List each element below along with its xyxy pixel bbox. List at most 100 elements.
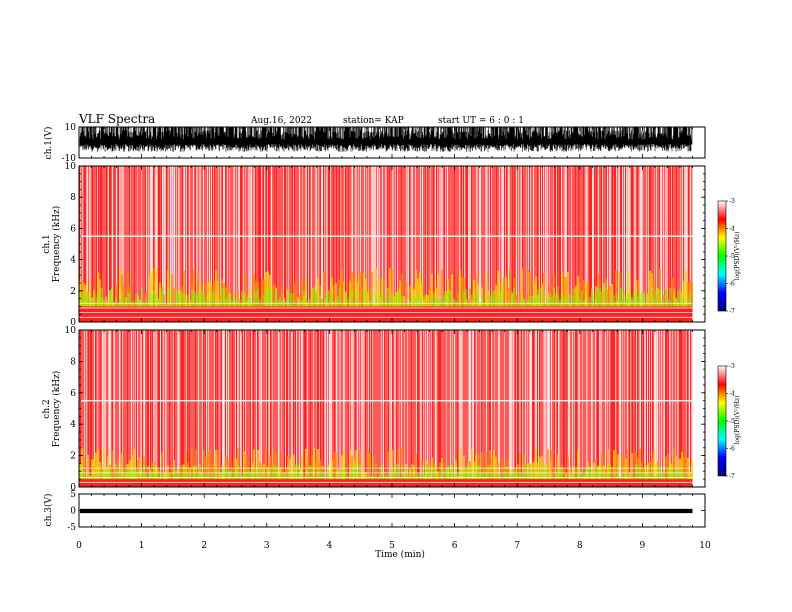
ch1-spectrogram-streak (676, 166, 677, 322)
ch1-spectrogram-streak (666, 166, 667, 322)
ch2-spectrogram-band-yellow (689, 471, 691, 480)
ch2-spectrogram-band-green (445, 467, 447, 480)
ch2-spectrogram-band-yellow (673, 448, 675, 480)
ch1-spectrogram-band-green (561, 295, 563, 307)
ch2-spectrogram-band-green (193, 465, 195, 480)
ch2-spectrogram-streak (217, 330, 218, 487)
ch1-spectrogram-streak (630, 166, 631, 322)
ch2-spectrogram-streak (656, 330, 657, 487)
ch2-spectrogram-band-green (639, 467, 641, 480)
ch1-spectrogram-band-green (257, 288, 259, 307)
ch2-spectrogram-band-green (663, 470, 665, 480)
ch1-spectrogram-band-green (287, 288, 289, 307)
ch1-spectrogram-streak (378, 166, 379, 322)
ch1-spectrogram-streak (656, 166, 657, 322)
ch2-spectrogram-band-green (271, 474, 273, 480)
ch2-spectrogram-streak (250, 330, 251, 487)
ch1-spectrogram-band-yellow (293, 284, 295, 307)
ch2-spectrogram-streak (480, 330, 481, 487)
ch2-spectrogram-band-yellow (165, 473, 167, 480)
ch2-spectrogram-band-green (617, 465, 619, 480)
ch2-spectrogram-band-green (215, 470, 217, 480)
ch1-spectrogram-streak (96, 166, 97, 322)
ch2-spectrogram-band-yellow (95, 452, 97, 480)
ch1-frequency-label: Frequency (kHz) (51, 206, 62, 283)
ch1-spectrogram-streak (560, 166, 561, 322)
ch2-spectrogram-band-yellow (641, 460, 643, 480)
ch1-spectrogram-band-green (575, 301, 577, 307)
ch1-spectrogram-band-green (293, 299, 295, 307)
ch1-spectrogram-streak (283, 166, 284, 322)
ch1-spectrogram-streak (106, 166, 107, 322)
ch2-spectrogram-streak (223, 330, 224, 487)
ch2-spectrogram-band-green (209, 474, 211, 480)
ch2-spectrogram-streak (344, 330, 345, 487)
ch2-spectrogram-streak (257, 330, 258, 487)
ch2-spectrogram-band-yellow (679, 458, 681, 480)
ch1-spectrogram-streak (233, 166, 234, 322)
ch2-spectrogram-band-green (367, 477, 369, 480)
ch1-spectrogram-streak (461, 166, 462, 322)
ch2-spectrogram-streak (288, 330, 289, 487)
ch1-spectrogram-band-yellow (149, 275, 151, 307)
ch1-spectrogram-streak (212, 166, 213, 322)
ch2-spectrogram-band-green (615, 475, 617, 480)
ch2-spectrogram-band-yellow (189, 468, 191, 480)
ch1-spectrogram-streak (468, 166, 469, 322)
ch1-spectrogram-streak (543, 166, 544, 322)
ch1-spectrogram-streak (614, 166, 615, 322)
ch2-spectrogram-band-green (171, 478, 173, 480)
ch2-spectrogram-streak (547, 330, 548, 487)
ch2-spectrogram-band-yellow (171, 467, 173, 480)
ch1-spectrogram-band-yellow (81, 280, 83, 307)
ch2-spectrogram-band-yellow (437, 471, 439, 480)
ch1-spectrogram-band-green (533, 298, 535, 307)
ch1-spectrogram-streak (583, 166, 584, 322)
ch2-spectrogram-streak (527, 330, 528, 487)
ch1-spectrogram-streak (324, 166, 325, 322)
ch1-spectrogram-streak (320, 166, 321, 322)
ch1-spectrogram-band-green (505, 301, 507, 307)
ch2-spectrogram-band-green (535, 463, 537, 480)
ch2-spectrogram-streak (554, 330, 555, 487)
ch1-spectrogram-streak (557, 166, 558, 322)
ch2-spectrogram-band-green (677, 469, 679, 480)
ch1-spectrogram-band-green (521, 294, 523, 307)
ch1-spectrogram-band-green (449, 289, 451, 307)
ch1-spectrogram-band-green (209, 302, 211, 307)
ch1-spectrogram-band-green (647, 294, 649, 307)
ch1-spectrogram-streak (427, 166, 428, 322)
ch1-spectrogram-streak (379, 166, 380, 322)
ch2-spectrogram-band-yellow (91, 459, 93, 480)
ch1-spectrogram-band-green (525, 302, 527, 307)
ch2-spectrogram-band-yellow (253, 449, 255, 480)
ch1-spectrogram-band-yellow (91, 297, 93, 307)
ch1-spectrogram-band-yellow (451, 274, 453, 307)
ch2-spectrogram-band-yellow (337, 469, 339, 480)
ch2-spectrogram-streak (114, 330, 115, 487)
ch1-spectrogram-band-green (551, 297, 553, 307)
ch1-spectrogram-band-green (203, 294, 205, 307)
ch2-spectrogram-band-green (279, 477, 281, 480)
ch2-spectrogram-streak (104, 330, 105, 487)
ch1-spectrogram-band-yellow (457, 293, 459, 307)
ch1-spectrogram-band-green (211, 291, 213, 307)
ch1-spectrogram-band-yellow (469, 288, 471, 307)
ch1-spectrogram-streak (159, 166, 160, 322)
ch2-spectrogram-band-green (411, 464, 413, 480)
ch2-spectrogram-band-yellow (235, 458, 237, 480)
ch2-spectrogram-band-yellow (279, 467, 281, 480)
ch2-spectrogram-band-yellow (303, 475, 305, 480)
ch1-spectrogram-streak (496, 166, 497, 322)
ch2-spectrogram-band-yellow (547, 449, 549, 480)
ch2-spectrogram-streak (351, 330, 352, 487)
ch2-spectrogram-band-green (503, 471, 505, 480)
ch2-spectrogram-band-yellow (615, 451, 617, 480)
ch2-spectrogram-streak (669, 330, 670, 487)
ch1-spectrogram-band-yellow (225, 287, 227, 307)
ch1-spectrogram-band-yellow (401, 274, 403, 307)
ch2-spectrogram-band-yellow (315, 463, 317, 480)
ch1-spectrogram-streak (541, 166, 542, 322)
ch1-spectrogram-band-green (669, 288, 671, 307)
ch2-spectrogram-band-yellow (259, 461, 261, 480)
